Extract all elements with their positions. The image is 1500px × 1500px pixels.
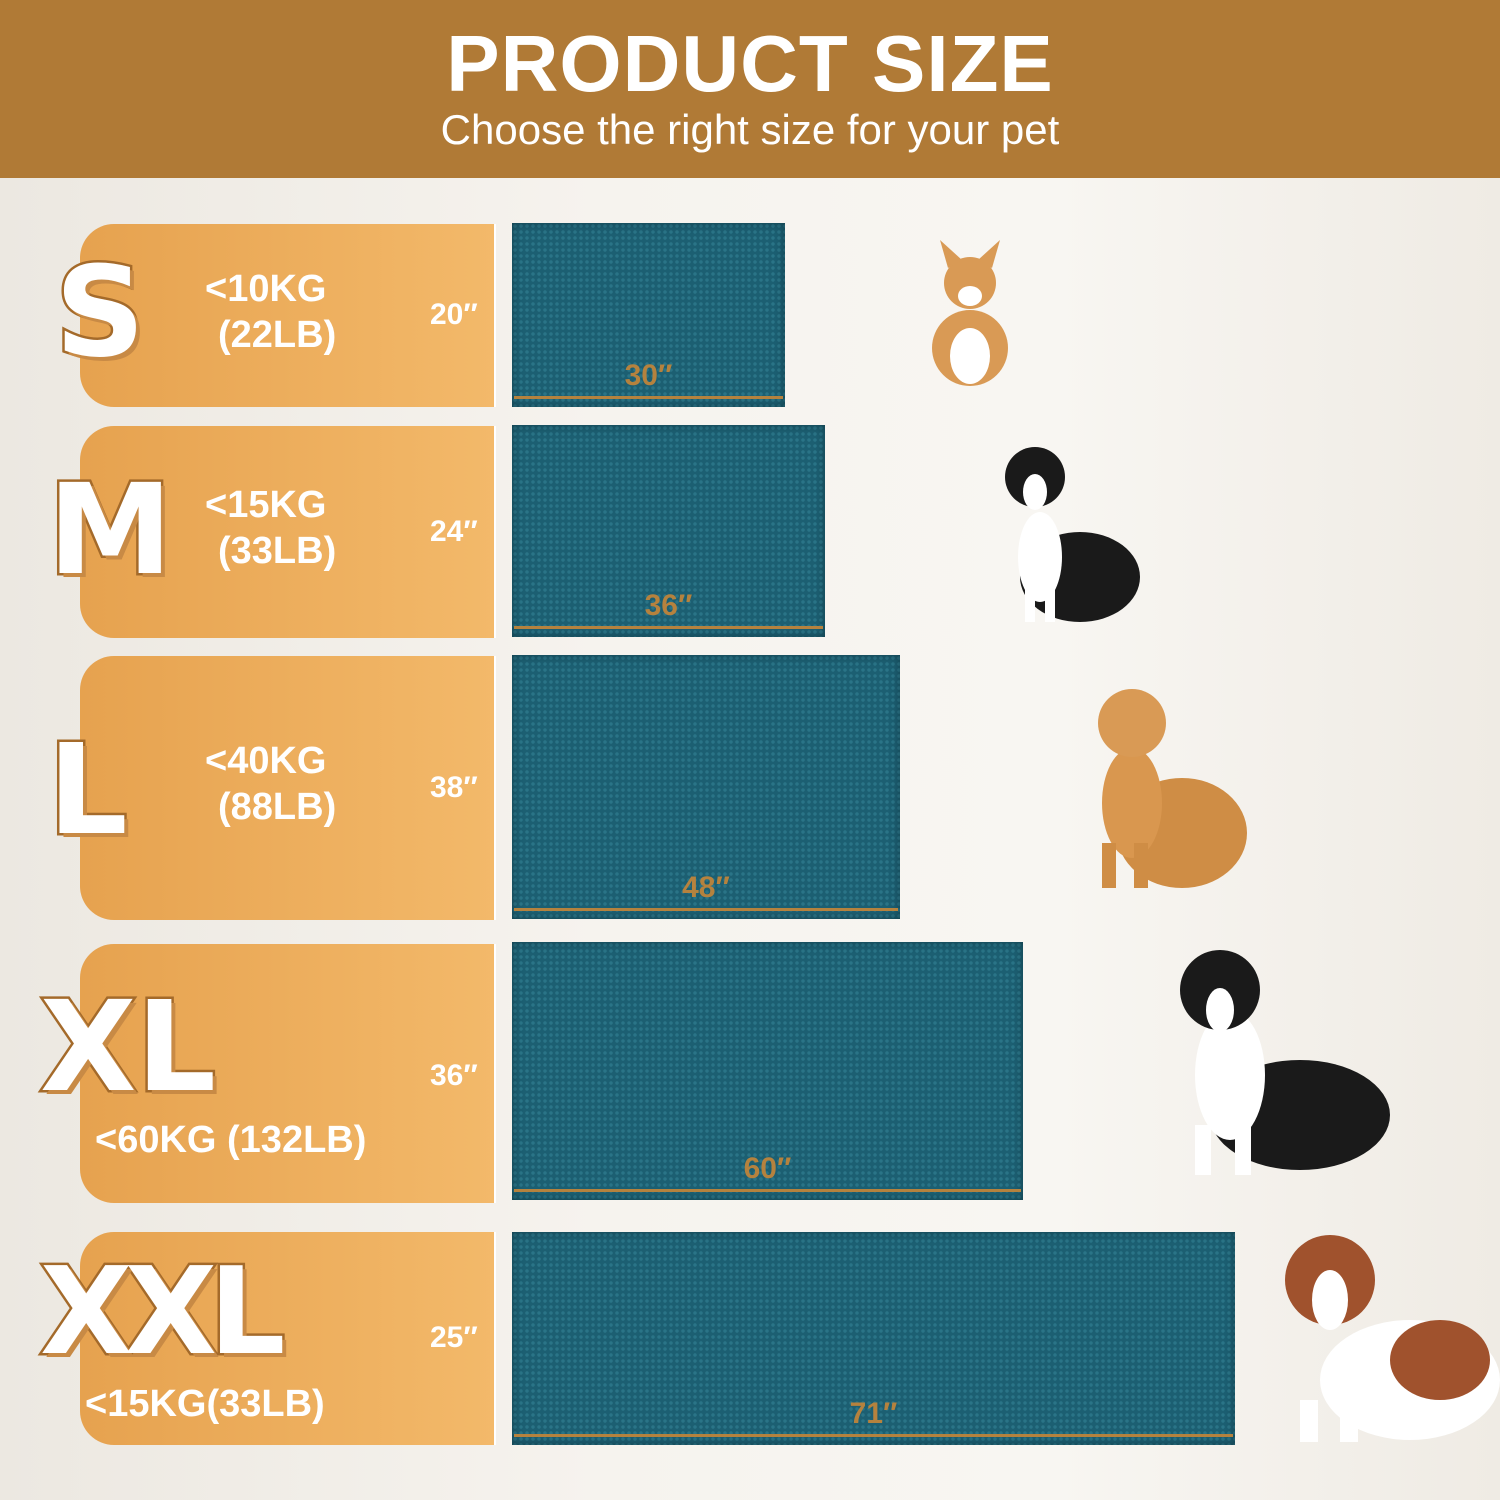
mat-image: 30″: [512, 223, 785, 407]
weight-kg: <40KG: [205, 740, 327, 782]
size-panel: [80, 224, 495, 407]
width-arrow: [514, 1189, 1021, 1192]
size-letter: XL: [37, 975, 218, 1120]
size-letter: XXL: [38, 1243, 288, 1382]
weight-kg: <15KG: [205, 484, 327, 526]
mat-image: 36″: [512, 425, 825, 637]
size-panel: [80, 656, 495, 920]
width-arrow: [514, 626, 823, 629]
mat-image: 71″: [512, 1232, 1235, 1445]
mat-image: 60″: [512, 942, 1023, 1200]
width-arrow: [514, 908, 898, 911]
weight-lb: (22LB): [218, 314, 337, 356]
width-label: 71″: [849, 1397, 898, 1430]
page-subtitle: Choose the right size for your pet: [440, 106, 1060, 153]
saint-bernard-icon: [1285, 1235, 1500, 1442]
size-panel: [80, 944, 495, 1203]
height-arrow: [494, 224, 496, 407]
size-panel: [80, 426, 495, 638]
size-panel: [80, 1232, 495, 1445]
width-arrow: [514, 1434, 1233, 1437]
mat-image: 48″: [512, 655, 900, 919]
page-title: PRODUCT SIZE: [446, 19, 1054, 108]
height-label: 36″: [430, 1059, 478, 1092]
size-letter: M: [45, 458, 174, 603]
weight-lb: (33LB): [218, 530, 337, 572]
border-collie-icon: [1005, 447, 1140, 622]
weight-lb: (88LB): [218, 786, 337, 828]
weight-kg: <10KG: [205, 268, 327, 310]
width-arrow: [514, 396, 783, 399]
width-label: 48″: [682, 871, 730, 904]
height-arrow: [494, 1232, 496, 1445]
height-arrow: [494, 426, 496, 638]
header-banner: PRODUCT SIZE Choose the right size for y…: [0, 0, 1500, 178]
height-arrow: [494, 656, 496, 920]
size-letter: L: [46, 718, 131, 863]
size-letter: S: [52, 240, 147, 385]
corgi-icon: [932, 240, 1008, 386]
width-label: 30″: [624, 359, 673, 392]
weight-label: <15KG(33LB): [85, 1383, 325, 1425]
height-arrow: [494, 944, 496, 1203]
golden-retriever-icon: [1098, 689, 1247, 888]
height-label: 20″: [430, 298, 478, 331]
width-label: 60″: [743, 1152, 792, 1185]
height-label: 38″: [430, 771, 478, 804]
height-label: 24″: [430, 515, 478, 548]
bernese-mountain-dog-icon: [1180, 950, 1390, 1175]
width-label: 36″: [644, 589, 693, 622]
weight-label: <60KG (132LB): [95, 1119, 367, 1161]
height-label: 25″: [430, 1321, 478, 1354]
